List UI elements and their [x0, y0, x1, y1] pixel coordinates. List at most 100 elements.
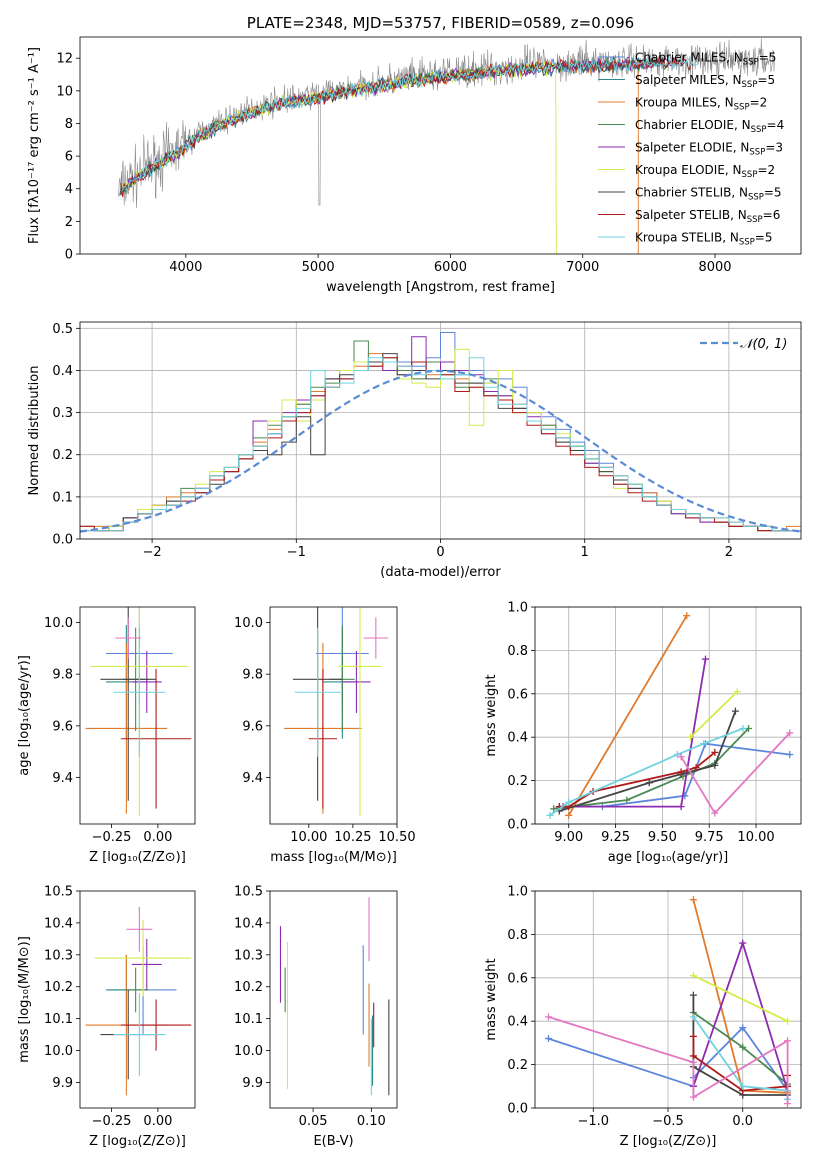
legend-subscript: SSP	[743, 58, 759, 68]
weight-vs-age-panel: 9.00 9.25 9.50 9.75 10.00 0.0 0.2 0.4 0.6 0.8 1.0 a…	[484, 601, 802, 865]
mass-vs-ebv-ytick-label: 10.4	[234, 916, 263, 931]
weight-vs-Z-ytick-label: 0.8	[507, 928, 528, 943]
mass-vs-Z-ytick-label: 10.5	[44, 885, 73, 900]
weight-vs-age-ytick-label: 1.0	[507, 601, 528, 616]
weight-vs-age-marker	[565, 811, 573, 819]
model-line-3	[119, 56, 671, 196]
spectrum-ytick-label: 2	[65, 215, 73, 230]
weight-vs-Z-marker	[689, 896, 697, 904]
weight-vs-age-series-line-7	[549, 727, 744, 817]
mass-vs-Z-ytick-label: 10.2	[44, 980, 73, 995]
weight-vs-Z-marker	[689, 1052, 697, 1060]
weight-vs-Z-marker	[689, 1058, 697, 1066]
weight-vs-age-ytick-label: 0.0	[507, 818, 528, 833]
age-vs-Z-frame	[79, 606, 196, 825]
weight-vs-age-marker	[550, 805, 558, 813]
weight-vs-age-marker	[686, 733, 694, 741]
legend-entry-8: Kroupa STELIB, NSSP=5	[635, 231, 773, 248]
spectrum-ytick-label: 10	[56, 84, 73, 99]
residuals-xtick-label: −2	[143, 545, 162, 560]
weight-vs-age-frame	[534, 606, 802, 825]
age-vs-Z-ytick-label: 9.4	[52, 771, 73, 786]
weight-vs-age-ytick-label: 0.6	[507, 687, 528, 702]
legend-entry-0: Chabrier MILES, NSSP=5	[635, 51, 776, 68]
legend-value: =5	[764, 186, 782, 200]
mass-vs-Z-ytick-label: 10.0	[44, 1044, 73, 1059]
age-vs-mass-ytick-label: 9.8	[242, 668, 263, 683]
weight-vs-age-xtick-label: 10.00	[737, 830, 774, 845]
weight-vs-Z-series-line-4	[693, 974, 788, 1023]
legend-subscript: SSP	[739, 238, 755, 248]
weight-vs-Z-marker	[689, 991, 697, 999]
residuals-xlabel: (data-model)/error	[380, 565, 501, 580]
legend-subscript: SSP	[734, 103, 750, 113]
observed-spectrum-line	[118, 38, 775, 209]
legend-value: =3	[765, 141, 783, 155]
mass-vs-Z-ylabel: mass [log₁₀(M/M⊙)]	[17, 936, 32, 1063]
weight-vs-age-marker	[700, 740, 708, 748]
model-line-7	[120, 54, 693, 198]
age-vs-mass-xlabel: mass [log₁₀(M/M⊙)]	[270, 850, 397, 865]
weight-vs-Z-ylabel: mass weight	[484, 958, 499, 1040]
histogram-step-4	[80, 348, 801, 532]
weight-vs-age-xtick-label: 9.75	[695, 830, 724, 845]
residuals-panel: −2 −1 0 1 2 0.0 0.1 0.2 0.3 0.4 0.5 𝒩(0, 1) (data-mo…	[27, 321, 802, 580]
weight-vs-age-plot-area	[546, 612, 794, 819]
weight-vs-Z-xtick-label: 0.0	[732, 1114, 753, 1129]
weight-vs-Z-marker	[689, 1032, 697, 1040]
residuals-ylabel: Normed distribution	[27, 366, 42, 496]
weight-vs-Z-marker	[739, 1043, 747, 1051]
weight-vs-Z-marker	[544, 1013, 552, 1021]
legend-entry-7: Salpeter STELIB, NSSP=6	[635, 208, 780, 225]
weight-vs-Z-xtick-label: −1.0	[577, 1114, 609, 1129]
spectrum-title: PLATE=2348, MJD=53757, FIBERID=0589, z=0…	[247, 14, 634, 32]
age-vs-Z-plot-area	[85, 607, 192, 817]
age-vs-Z-ytick-label: 10.0	[44, 616, 73, 631]
legend-entry-5: Kroupa ELODIE, NSSP=2	[635, 163, 775, 180]
age-vs-Z-panel: −0.25 0.00 9.4 9.6 9.8 10.0 Z [log₁₀(Z/Z⊙)] age…	[17, 606, 196, 865]
weight-vs-age-marker	[645, 779, 653, 787]
weight-vs-Z-marker	[784, 1100, 792, 1108]
mass-vs-Z-panel: −0.25 0.00 9.9 10.0 10.1 10.2 10.3 10.4 10.5 Z [l…	[17, 885, 196, 1149]
legend-value: =5	[755, 231, 773, 245]
weight-vs-age-marker	[711, 748, 719, 756]
weight-vs-age-series-line-4	[689, 690, 738, 738]
legend-entry-2: Kroupa MILES, NSSP=2	[635, 96, 767, 113]
weight-vs-age-ytick-label: 0.2	[507, 774, 528, 789]
legend-text: Salpeter ELODIE, N	[635, 141, 749, 155]
residuals-ytick-label: 0.1	[52, 490, 73, 505]
gaussian-curve	[80, 369, 801, 533]
age-vs-Z-xtick-label: 0.00	[143, 830, 172, 845]
age-vs-Z-xtick-label: −0.25	[92, 830, 132, 845]
legend-text: Chabrier ELODIE, N	[635, 118, 751, 132]
residuals-ytick-label: 0.5	[52, 322, 73, 337]
weight-vs-Z-frame	[534, 890, 802, 1109]
age-vs-Z-xlabel: Z [log₁₀(Z/Z⊙)]	[89, 850, 186, 865]
weight-vs-age-ylabel: mass weight	[484, 674, 499, 756]
weight-vs-age-marker	[739, 725, 747, 733]
age-vs-Z-ylabel: age [log₁₀(age/yr)]	[17, 655, 32, 776]
age-vs-mass-xtick-label: 10.25	[334, 830, 371, 845]
weight-vs-age-marker	[733, 688, 741, 696]
weight-vs-Z-ytick-label: 1.0	[507, 885, 528, 900]
weight-vs-Z-xtick-label: −0.5	[652, 1114, 684, 1129]
legend-subscript: SSP	[748, 193, 764, 203]
weight-vs-Z-ytick-label: 0.6	[507, 971, 528, 986]
weight-vs-Z-marker	[739, 939, 747, 947]
spectrum-ylabel: Flux [fλ10⁻¹⁷ erg cm⁻² s⁻¹ A⁻¹]	[27, 47, 42, 244]
age-vs-mass-ytick-label: 9.4	[242, 771, 263, 786]
weight-vs-age-xtick-label: 9.25	[601, 830, 630, 845]
legend-subscript: SSP	[742, 170, 758, 180]
legend-text: Kroupa MILES, N	[635, 96, 734, 110]
legend-text: Kroupa ELODIE, N	[635, 163, 742, 177]
residuals-ytick-label: 0.2	[52, 448, 73, 463]
legend-subscript: SSP	[751, 125, 767, 135]
weight-vs-age-marker	[701, 655, 709, 663]
spectrum-ytick-label: 8	[65, 117, 73, 132]
weight-vs-Z-series-line-5	[692, 995, 788, 1096]
weight-vs-age-marker	[683, 612, 691, 620]
spectrum-ytick-label: 4	[65, 182, 73, 197]
weight-vs-Z-marker	[689, 1093, 697, 1101]
weight-vs-Z-ytick-label: 0.0	[507, 1102, 528, 1117]
